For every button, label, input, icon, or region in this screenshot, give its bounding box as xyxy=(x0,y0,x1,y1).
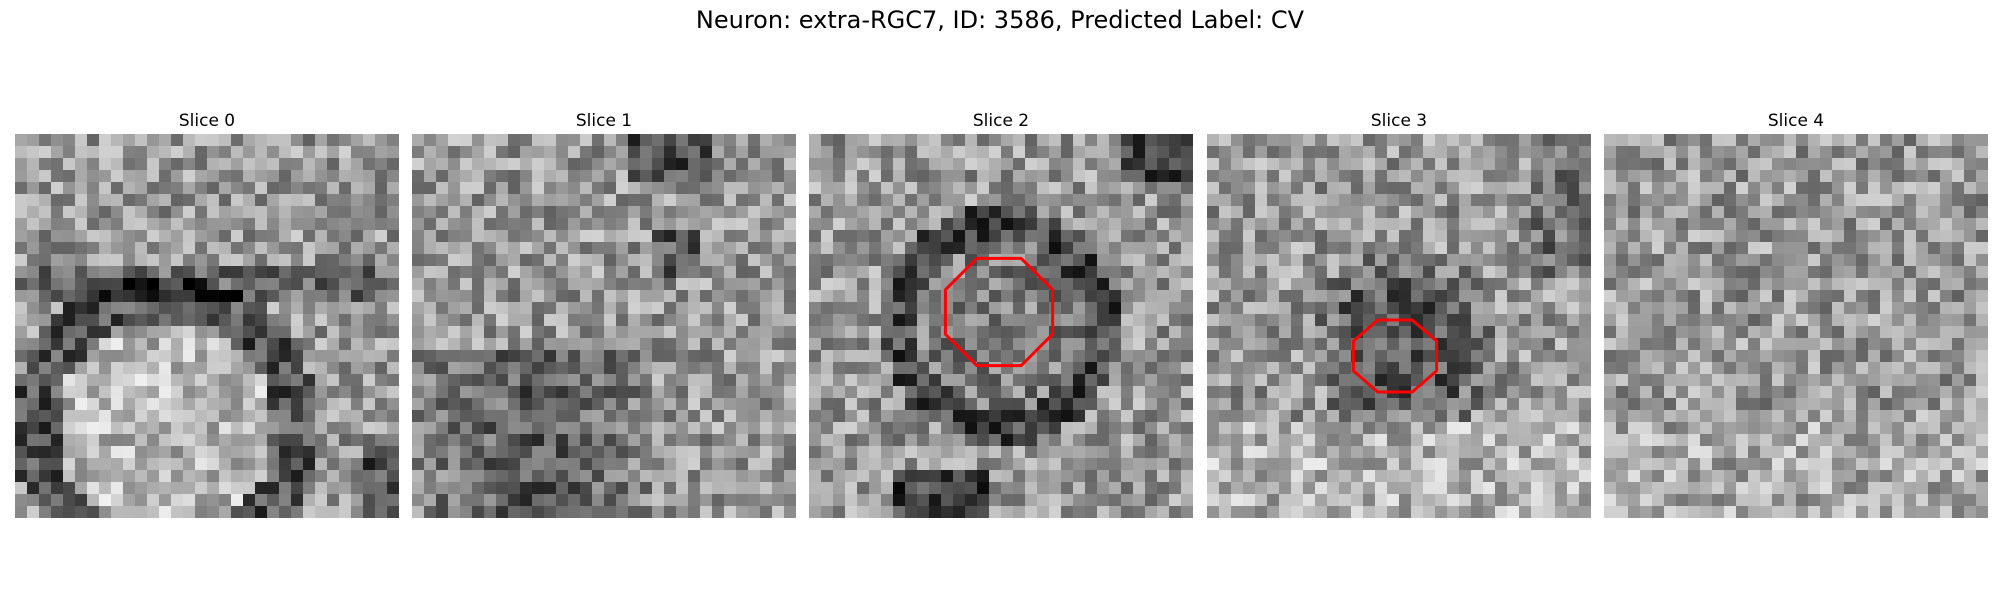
slice-title: Slice 3 xyxy=(1370,111,1428,131)
slice-panel-4: Slice 4 xyxy=(1604,108,1988,518)
slice-title: Slice 0 xyxy=(178,111,236,131)
slice-title: Slice 4 xyxy=(1767,111,1825,131)
slice-panel-3: Slice 3 xyxy=(1207,108,1591,518)
figure-title: Neuron: extra-RGC7, ID: 3586, Predicted … xyxy=(695,6,1305,34)
slice-image xyxy=(809,134,1193,518)
roi-contour xyxy=(943,256,1055,368)
slice-image xyxy=(412,134,796,518)
slice-panel-2: Slice 2 xyxy=(809,108,1193,518)
slice-image xyxy=(1604,134,1988,518)
slice-title: Slice 2 xyxy=(972,111,1030,131)
slice-title: Slice 1 xyxy=(575,111,633,131)
slice-panel-1: Slice 1 xyxy=(412,108,796,518)
roi-contour xyxy=(1351,318,1439,394)
slice-image xyxy=(15,134,399,518)
slice-panel-0: Slice 0 xyxy=(15,108,399,518)
slice-image xyxy=(1207,134,1591,518)
